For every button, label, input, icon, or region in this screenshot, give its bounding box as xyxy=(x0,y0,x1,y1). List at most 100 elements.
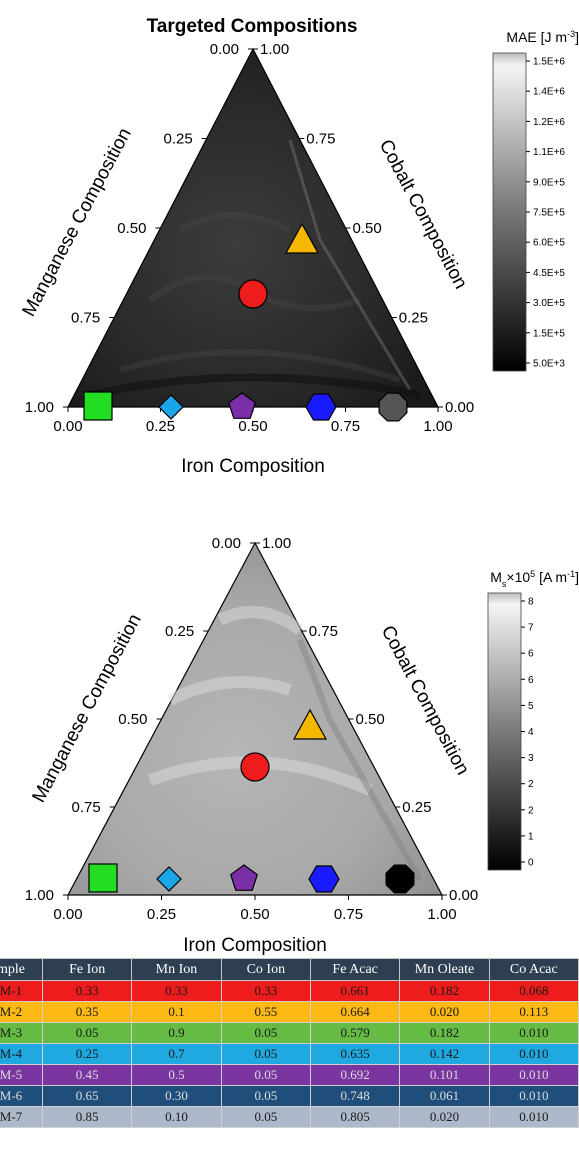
axis-ticks: 0.00 0.25 0.50 0.75 1.00 1.00 0.75 0.50 0.25 0.00… xyxy=(25,41,474,435)
colorbar-tick-label: 5 xyxy=(528,701,534,712)
colorbar-tick-label: 9.0E+5 xyxy=(533,177,565,188)
table-cell: 0.010 xyxy=(488,1043,579,1065)
colorbar-tick-label: 2 xyxy=(528,779,534,790)
table-cell: 0.9 xyxy=(131,1022,222,1044)
marker-triangle xyxy=(292,708,328,740)
bottom-tick-label: 0.00 xyxy=(53,906,82,923)
table-cell: 0.182 xyxy=(399,1022,490,1044)
right-tick-label: 0.00 xyxy=(445,399,474,416)
marker-circle xyxy=(240,752,270,782)
table-cell: 0.55 xyxy=(220,1001,311,1023)
bottom-tick-label: 0.75 xyxy=(331,418,360,435)
marker-circle xyxy=(238,279,268,309)
colorbar-tick-label: 6.0E+5 xyxy=(533,238,565,249)
colorbar-title: Ms×105 [A m-1] xyxy=(490,569,579,589)
marker-triangle xyxy=(284,222,320,254)
bottom-tick-label: 1.00 xyxy=(427,906,456,923)
column-header: Mn Ion xyxy=(131,958,222,981)
bottom-tick-label: 0.00 xyxy=(53,418,82,435)
bottom-tick-label: 0.25 xyxy=(146,418,175,435)
table-cell: 0.061 xyxy=(399,1085,490,1107)
left-tick-label: 0.00 xyxy=(212,535,241,552)
table-cell: 0.020 xyxy=(399,1001,490,1023)
table-cell: 0.748 xyxy=(309,1085,401,1107)
left-tick-label: 0.50 xyxy=(117,220,146,237)
table-cell: 0.05 xyxy=(220,1022,311,1044)
table-cell: 0.142 xyxy=(399,1043,490,1065)
table-cell: 0.635 xyxy=(309,1043,401,1065)
table-cell: 0.05 xyxy=(220,1064,311,1086)
table-cell: 0.101 xyxy=(399,1064,490,1086)
bottom-tick-label: 0.75 xyxy=(334,906,363,923)
x-axis-label: Iron Composition xyxy=(181,456,325,477)
table-row: M-5 0.45 0.5 0.05 0.692 0.101 0.010 xyxy=(0,1064,579,1086)
table-cell: M-1 xyxy=(0,980,43,1002)
markers xyxy=(88,708,415,894)
marker-octagon xyxy=(385,864,415,894)
marker-hexagon xyxy=(305,393,337,421)
colorbar-tick-label: 0 xyxy=(528,858,534,869)
left-tick-label: 0.25 xyxy=(164,131,193,148)
colorbar-tick-label: 1.1E+6 xyxy=(533,147,565,158)
table-row: M-3 0.05 0.9 0.05 0.579 0.182 0.010 xyxy=(0,1022,579,1044)
colorbar-tick-label: 7.5E+5 xyxy=(533,208,565,219)
table-cell: 0.10 xyxy=(131,1106,222,1128)
table-cell: M-2 xyxy=(0,1001,43,1023)
colorbar-gradient xyxy=(492,52,527,372)
marker-octagon xyxy=(378,392,408,422)
table-row: M-1 0.33 0.33 0.33 0.661 0.182 0.068 xyxy=(0,980,579,1002)
table-cell: 0.068 xyxy=(488,980,579,1002)
table-cell: M-5 xyxy=(0,1064,43,1086)
marker-diamond xyxy=(156,866,182,892)
table-cell: 0.020 xyxy=(399,1106,490,1128)
marker-square xyxy=(83,391,113,421)
marker-diamond xyxy=(158,394,184,420)
table-cell: 0.805 xyxy=(309,1106,401,1128)
table-cell: 0.010 xyxy=(488,1085,579,1107)
colorbar-tick-label: 1.5E+5 xyxy=(533,328,565,339)
table-cell: 0.85 xyxy=(41,1106,133,1128)
table-body: M-1 0.33 0.33 0.33 0.661 0.182 0.068 M-2 0.35 0.1… xyxy=(0,980,579,1128)
table-cell: 0.05 xyxy=(220,1085,311,1107)
left-tick-label: 1.00 xyxy=(25,887,54,904)
colorbar-tick-label: 3 xyxy=(528,753,534,764)
colorbar-tick-label: 5.0E+3 xyxy=(533,359,565,370)
table-cell: M-6 xyxy=(0,1085,43,1107)
colorbar-tick-label: 1.4E+6 xyxy=(533,87,565,98)
right-tick-label: 0.75 xyxy=(306,131,335,148)
heatmap-texture xyxy=(297,638,423,882)
right-axis-label: Cobalt Composition xyxy=(375,136,471,292)
colorbar-gradient xyxy=(487,592,522,871)
right-tick-label: 0.00 xyxy=(449,887,478,904)
right-tick-label: 0.25 xyxy=(402,799,431,816)
left-tick-label: 0.75 xyxy=(71,310,100,327)
table-cell: 0.33 xyxy=(41,980,133,1002)
table-cell: 0.010 xyxy=(488,1106,579,1128)
table-cell: 0.45 xyxy=(41,1064,133,1086)
table-cell: 0.05 xyxy=(41,1022,133,1044)
colorbar-tick-label: 6 xyxy=(528,675,534,686)
marker-pentagon xyxy=(229,864,259,891)
table-cell: 0.33 xyxy=(220,980,311,1002)
table-row: M-2 0.35 0.1 0.55 0.664 0.020 0.113 xyxy=(0,1001,579,1023)
table-cell: M-4 xyxy=(0,1043,43,1065)
chart-title: Targeted Compositions xyxy=(147,16,358,37)
colorbar-tick-label: 4 xyxy=(528,727,534,738)
table-row: M-7 0.85 0.10 0.05 0.805 0.020 0.010 xyxy=(0,1106,579,1128)
right-tick-label: 0.25 xyxy=(399,310,428,327)
colorbar-tick-label: 6 xyxy=(528,649,534,660)
table-cell: 0.010 xyxy=(488,1022,579,1044)
colorbar-tick-label: 1.5E+6 xyxy=(533,57,565,68)
column-header: Mn Oleate xyxy=(399,958,490,981)
column-header: Co Ion xyxy=(220,958,311,981)
marker-square xyxy=(88,863,118,893)
colorbar: Ms×105 [A m-1] 8 7 6 6 5 4 3 2 2 1 0 xyxy=(487,569,579,871)
right-tick-label: 0.50 xyxy=(356,711,385,728)
left-tick-label: 0.25 xyxy=(165,623,194,640)
table-cell: 0.182 xyxy=(399,980,490,1002)
chart-mae: Targeted Compositions 0.00 0.25 0.50 0.75 1.… xyxy=(19,16,579,477)
table-cell: 0.113 xyxy=(488,1001,579,1023)
column-header: mple xyxy=(0,958,43,981)
right-tick-label: 0.50 xyxy=(353,220,382,237)
right-tick-label: 0.75 xyxy=(309,623,338,640)
